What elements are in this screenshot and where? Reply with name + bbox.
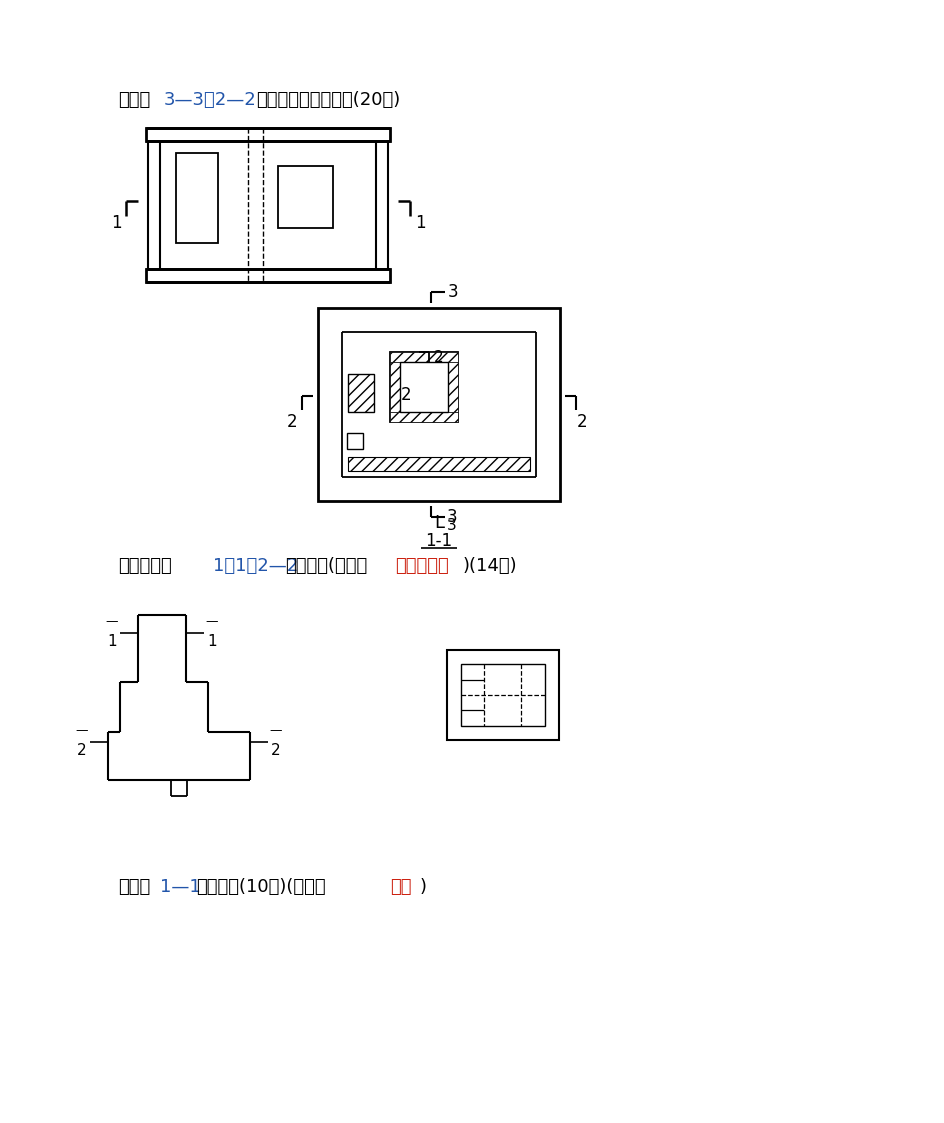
Text: 3: 3 bbox=[447, 283, 458, 301]
Text: 2: 2 bbox=[576, 413, 586, 431]
Bar bbox=[176, 153, 218, 243]
Text: —: — bbox=[106, 615, 118, 628]
Bar bbox=[318, 308, 560, 501]
Text: )(14分): )(14分) bbox=[463, 557, 517, 575]
Text: 钉筋混凝土: 钉筋混凝土 bbox=[395, 557, 448, 575]
Bar bbox=[390, 362, 399, 412]
Bar bbox=[390, 351, 458, 422]
Text: —: — bbox=[76, 724, 88, 737]
Bar bbox=[346, 433, 362, 449]
Text: 金属: 金属 bbox=[390, 878, 411, 896]
Text: L: L bbox=[433, 514, 444, 532]
Text: 2: 2 bbox=[433, 350, 443, 365]
Text: 1: 1 bbox=[207, 634, 216, 649]
Text: 四、作出的: 四、作出的 bbox=[118, 557, 172, 575]
Text: 3: 3 bbox=[447, 508, 457, 526]
Text: ): ) bbox=[419, 878, 427, 896]
Text: 三、做: 三、做 bbox=[118, 91, 150, 109]
Text: 3: 3 bbox=[447, 518, 456, 532]
Bar bbox=[461, 664, 545, 725]
Bar bbox=[390, 412, 458, 422]
Text: 1: 1 bbox=[107, 634, 117, 649]
Bar bbox=[145, 128, 390, 141]
Bar bbox=[447, 362, 458, 412]
Text: 2: 2 bbox=[400, 386, 411, 404]
Bar bbox=[145, 270, 390, 282]
Text: 五、作: 五、作 bbox=[118, 878, 150, 896]
Text: 1－1、2—2: 1－1、2—2 bbox=[212, 557, 298, 575]
Text: 2: 2 bbox=[286, 413, 297, 431]
Bar bbox=[390, 351, 458, 362]
Text: 剖视图。不指明材料(20分): 剖视图。不指明材料(20分) bbox=[256, 91, 400, 109]
Bar bbox=[347, 374, 374, 412]
Text: —: — bbox=[269, 724, 282, 737]
Text: —: — bbox=[206, 615, 218, 628]
Bar bbox=[278, 166, 332, 228]
Text: 2: 2 bbox=[77, 743, 87, 758]
Text: 3—3、2—2: 3—3、2—2 bbox=[164, 91, 257, 109]
Bar bbox=[535, 332, 560, 477]
Bar bbox=[399, 362, 447, 412]
Bar bbox=[318, 308, 560, 332]
Text: 2: 2 bbox=[271, 743, 280, 758]
Text: 1: 1 bbox=[110, 214, 121, 232]
Text: 1—1: 1—1 bbox=[160, 878, 200, 896]
Bar bbox=[318, 332, 342, 477]
Text: 1-1: 1-1 bbox=[425, 532, 452, 550]
Bar bbox=[447, 650, 559, 740]
Bar bbox=[318, 477, 560, 501]
Text: 剖视图。(10分)(材料：: 剖视图。(10分)(材料： bbox=[195, 878, 326, 896]
Text: 断面图。(材料：: 断面图。(材料： bbox=[285, 557, 367, 575]
Bar bbox=[347, 457, 530, 471]
Text: 1: 1 bbox=[414, 214, 425, 232]
